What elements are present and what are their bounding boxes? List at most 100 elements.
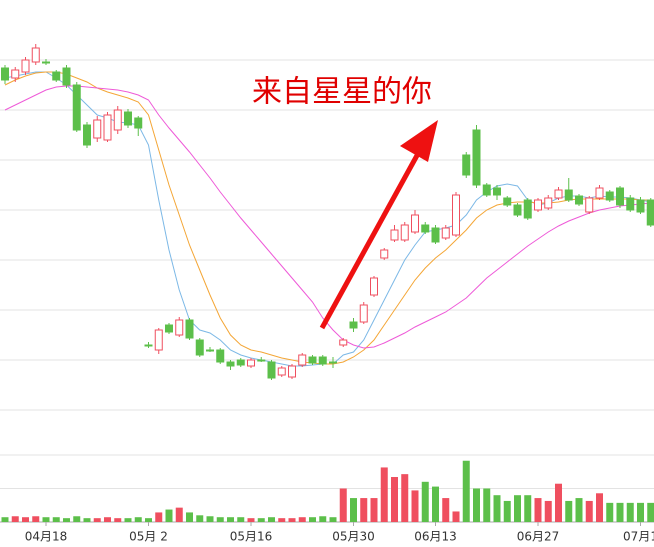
candle-body: [513, 204, 522, 216]
x-tick-label: 07月1: [623, 530, 654, 544]
volume-bar: [524, 495, 532, 522]
volume-bar: [247, 518, 255, 522]
volume-bar: [63, 518, 70, 522]
candle-body: [165, 324, 173, 333]
volume-bar: [11, 516, 19, 522]
candle-body: [175, 319, 184, 336]
candle-body: [616, 187, 624, 206]
candle-body: [554, 189, 563, 199]
volume-bar: [165, 509, 173, 522]
candle-body: [144, 344, 153, 347]
candle-body: [72, 84, 81, 131]
candle-body: [134, 117, 143, 129]
candle-body: [523, 199, 532, 219]
moving-average-line: [4, 85, 651, 349]
volume-bar: [309, 517, 316, 522]
candle-body: [1, 67, 9, 81]
candle-body: [195, 339, 204, 356]
volume-bar: [73, 516, 81, 522]
candle-body: [257, 359, 266, 362]
volume-bar: [104, 517, 111, 522]
x-tick-label: 04月18: [25, 530, 68, 544]
candle-body: [277, 367, 286, 376]
volume-bar: [473, 488, 480, 522]
volume-bar: [534, 498, 542, 522]
candle-body: [103, 114, 112, 141]
volume-bar: [319, 516, 327, 522]
candle-body: [288, 365, 296, 378]
volume-bar: [565, 500, 573, 522]
candle-body: [595, 187, 604, 199]
candle-body: [236, 359, 245, 366]
candle-body: [124, 111, 132, 126]
candle-body: [329, 361, 337, 364]
volume-bar: [503, 500, 511, 522]
volume-bar: [411, 490, 419, 522]
candle-body: [452, 194, 460, 236]
volume-bar: [483, 488, 491, 522]
candle-body: [185, 319, 194, 339]
volume-bar: [391, 477, 398, 522]
candle-body: [370, 277, 378, 296]
candle-body: [585, 197, 594, 213]
candle-body: [349, 321, 358, 329]
candle-body: [390, 229, 399, 241]
arrow-shaft: [319, 148, 423, 330]
volume-bar: [155, 512, 163, 522]
volume-bar: [442, 498, 450, 522]
candle-body: [482, 184, 491, 196]
arrow-head: [400, 120, 438, 162]
volume-bar: [268, 517, 275, 522]
candle-body: [21, 59, 30, 73]
x-tick-label: 05月30: [332, 530, 375, 544]
volume-bar: [298, 517, 306, 522]
candle-body: [359, 304, 368, 323]
volume-bar: [575, 498, 583, 522]
volume-bar: [32, 516, 40, 522]
volume-bar: [401, 474, 409, 522]
volume-bar: [237, 517, 245, 522]
volume-bar: [585, 500, 593, 522]
candle-body: [626, 197, 635, 211]
volume-bar: [616, 502, 624, 522]
candle-body: [636, 199, 645, 213]
candle-body: [83, 124, 91, 146]
volume-bar: [134, 517, 142, 522]
volume-bar: [462, 460, 470, 522]
candle-body: [206, 349, 214, 352]
candle-body: [42, 61, 50, 64]
candle-body: [247, 359, 255, 367]
candle-body: [462, 154, 471, 176]
candle-body: [472, 129, 481, 186]
volume-bar: [1, 517, 9, 522]
volume-bar: [514, 495, 521, 522]
volume-bar: [596, 493, 603, 522]
volume-bar: [452, 511, 460, 522]
candle-body: [216, 349, 225, 363]
volume-bar: [114, 518, 122, 522]
volume-bar: [124, 518, 132, 522]
candle-body: [154, 329, 163, 351]
candle-body: [493, 187, 501, 196]
volume-bar: [206, 516, 214, 522]
volume-bar: [42, 517, 50, 522]
candle-body: [503, 197, 512, 206]
candle-body: [400, 224, 409, 241]
x-tick-label: 06月13: [414, 530, 457, 544]
volume-bar: [370, 498, 378, 522]
volume-bar: [350, 498, 357, 522]
candle-body: [308, 356, 317, 364]
candle-body: [605, 191, 614, 201]
volume-bar: [606, 502, 614, 522]
moving-average-line: [4, 71, 651, 365]
volume-bar: [257, 518, 265, 522]
candle-body: [11, 69, 20, 79]
candle-body: [431, 227, 440, 243]
volume-bar: [52, 517, 60, 522]
volume-bar: [278, 518, 286, 522]
candle-body: [298, 354, 307, 366]
candle-body: [267, 361, 276, 379]
volume-bar: [93, 518, 101, 522]
candle-body: [411, 214, 419, 233]
